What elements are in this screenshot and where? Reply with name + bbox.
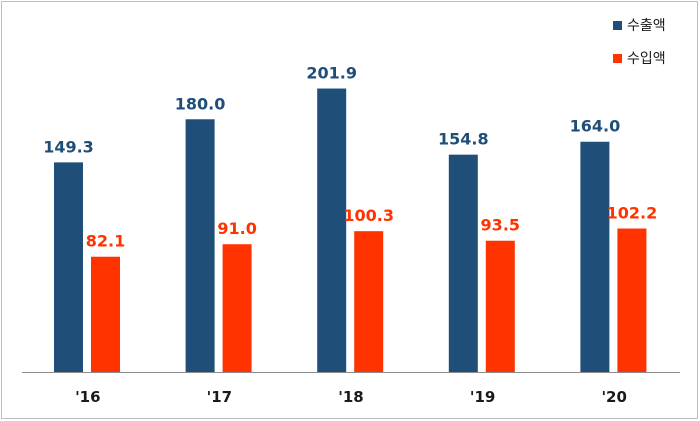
value-label-import-1: 91.0 xyxy=(217,219,256,238)
x-tick-labels-layer: '16 '17 '18 '19 '20 xyxy=(75,388,627,406)
bar-import-1 xyxy=(222,244,252,372)
bar-export-1 xyxy=(185,119,215,372)
value-label-import-0: 82.1 xyxy=(86,232,125,251)
value-label-import-2: 100.3 xyxy=(343,206,394,225)
legend-swatch-import xyxy=(613,54,622,63)
bar-export-4 xyxy=(580,141,610,372)
legend-label-export: 수출액 xyxy=(627,18,666,34)
bar-import-3 xyxy=(485,240,515,372)
legend-label-import: 수입액 xyxy=(627,51,666,67)
value-labels-layer: 149.3 82.1 180.0 91.0 201.9 100.3 154.8 93.5 164… xyxy=(43,64,657,251)
bar-import-4 xyxy=(617,228,647,372)
bar-export-0 xyxy=(54,162,83,372)
x-tick-label-3: '19 xyxy=(470,388,495,406)
bar-export-3 xyxy=(448,154,478,372)
value-label-export-0: 149.3 xyxy=(43,137,94,156)
bar-import-0 xyxy=(91,256,120,372)
bar-import-2 xyxy=(354,231,384,372)
value-label-export-4: 164.0 xyxy=(570,117,621,136)
x-tick-label-2: '18 xyxy=(338,388,363,406)
bar-export-2 xyxy=(317,88,347,372)
value-label-export-3: 154.8 xyxy=(438,130,489,149)
value-label-import-3: 93.5 xyxy=(481,216,520,235)
value-label-export-2: 201.9 xyxy=(306,64,357,83)
legend-swatch-export xyxy=(613,21,622,30)
x-tick-label-1: '17 xyxy=(207,388,232,406)
value-label-export-1: 180.0 xyxy=(175,94,226,113)
x-tick-label-0: '16 xyxy=(75,388,100,406)
value-label-import-4: 102.2 xyxy=(607,204,658,223)
bars-layer xyxy=(54,88,647,372)
x-tick-label-4: '20 xyxy=(601,388,626,406)
